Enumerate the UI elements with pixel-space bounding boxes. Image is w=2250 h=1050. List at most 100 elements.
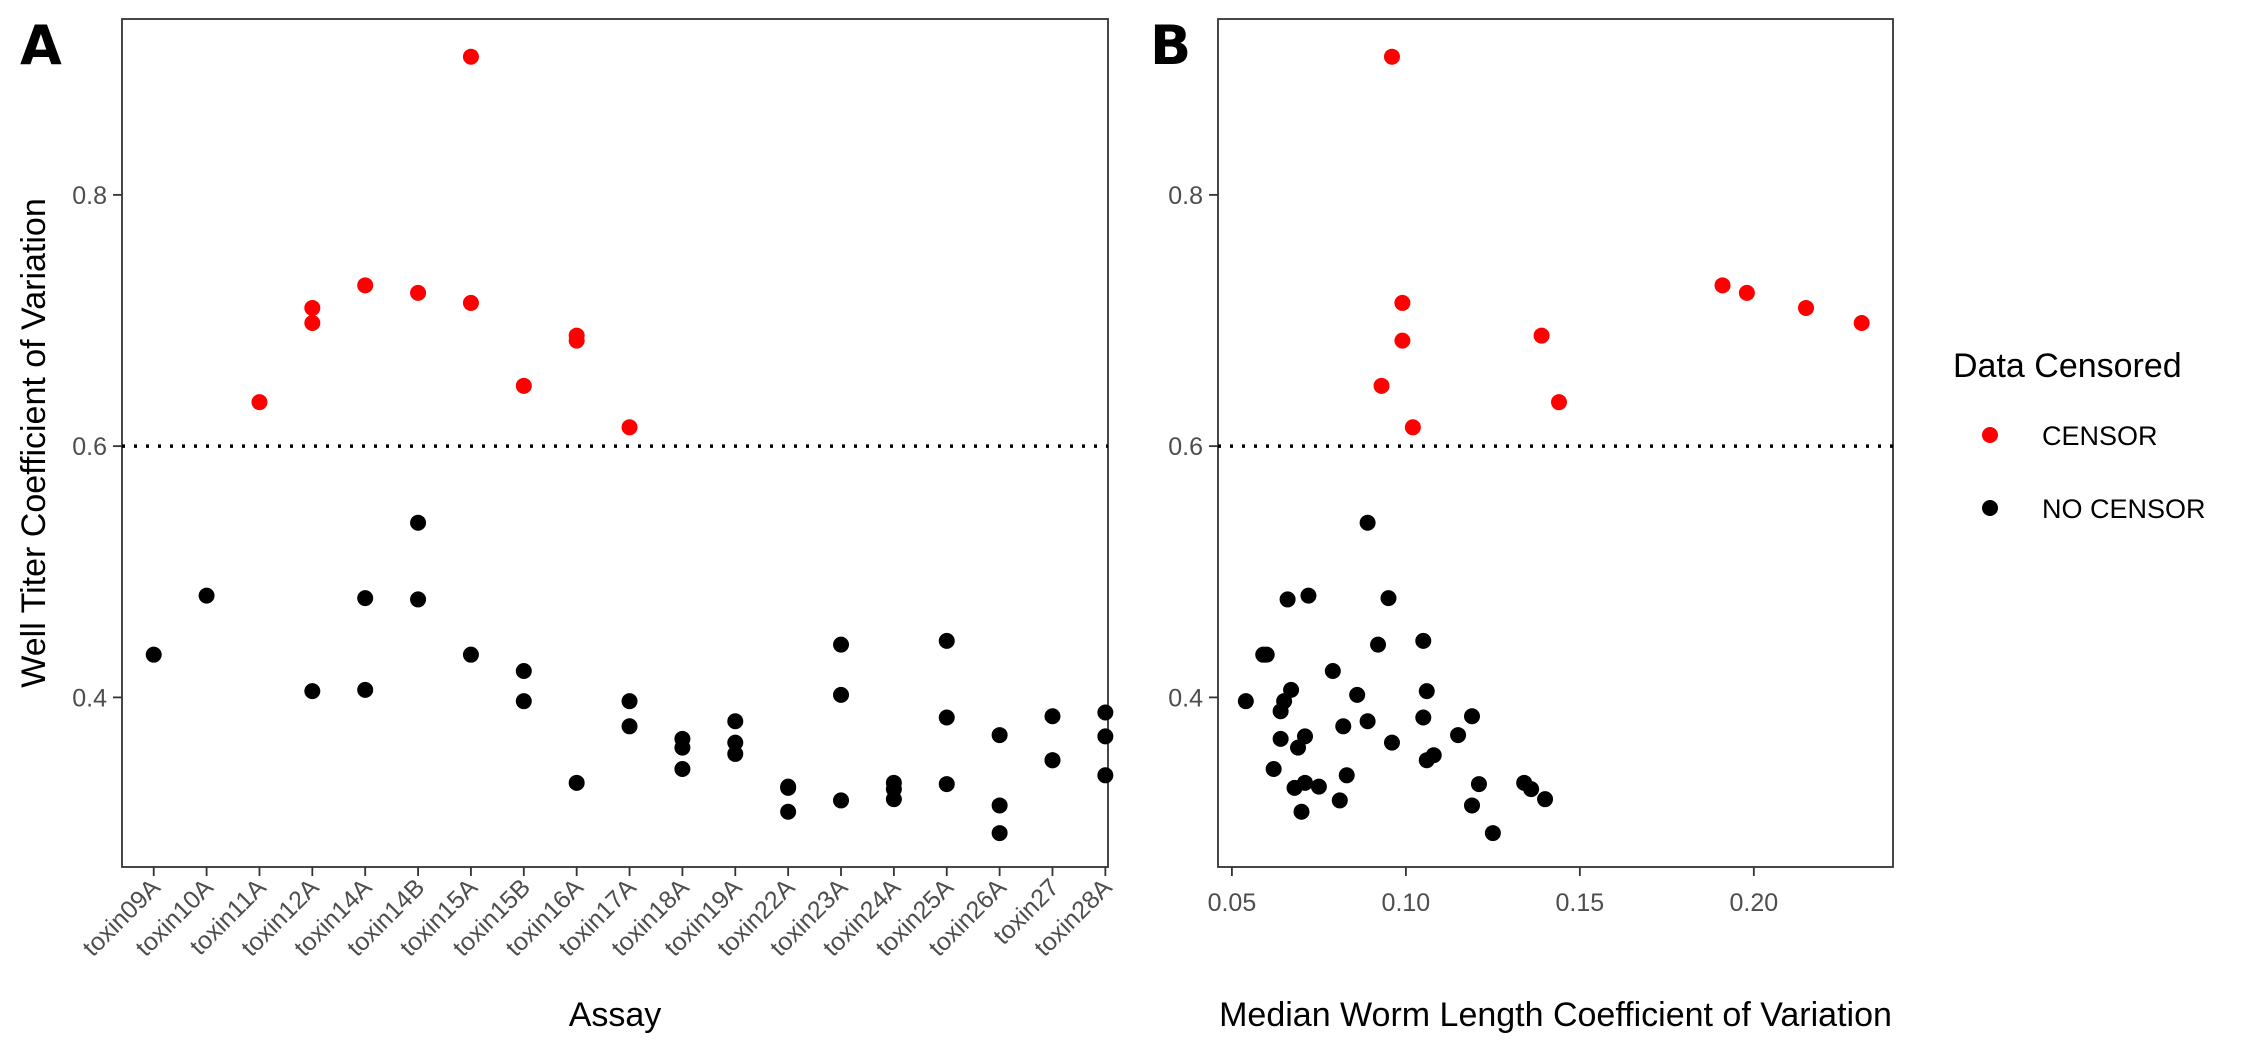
panel-b-x-tick-label: 0.20	[1729, 889, 1778, 917]
panel-a-point-censor	[621, 419, 638, 436]
panel-b-point-no-censor	[1265, 761, 1282, 778]
panel-b-point-censor	[1550, 394, 1567, 411]
panel-a-point-no-censor	[1097, 728, 1114, 745]
panel-b-point-no-censor	[1338, 767, 1355, 784]
legend-label-censor: CENSOR	[2042, 421, 2158, 451]
panel-a-point-no-censor	[515, 663, 532, 680]
panel-a-point-no-censor	[198, 587, 215, 604]
panel-a-point-no-censor	[833, 792, 850, 809]
panel-a-x-axis-title: Assay	[569, 996, 662, 1034]
panel-b-plot: 0.4 0.6 0.8 0.05 0.10 0.15 0.20 Median Worm Len…	[1168, 18, 1894, 1034]
panel-a-point-no-censor	[938, 709, 955, 726]
panel-a-point-no-censor	[1044, 752, 1061, 769]
panel-a-point-censor	[515, 377, 532, 394]
panel-a-point-no-censor	[833, 686, 850, 703]
legend: Data Censored CENSOR NO CENSOR	[1953, 347, 2206, 524]
panel-b-point-censor	[1394, 294, 1411, 311]
panel-b-point-censor	[1714, 277, 1731, 294]
legend-label-no-censor: NO CENSOR	[2042, 494, 2206, 524]
panel-a-y-tick-label: 0.8	[72, 182, 107, 210]
panel-b-point-no-censor	[1359, 514, 1376, 531]
panel-a-point-no-censor	[674, 739, 691, 756]
panel-b-point-no-censor	[1324, 663, 1341, 680]
panel-a-point-no-censor	[621, 718, 638, 735]
panel-a-point-censor	[251, 394, 268, 411]
panel-b-point-no-censor	[1272, 703, 1289, 720]
panel-a-point-no-censor	[727, 745, 744, 762]
panel-b-point-no-censor	[1463, 708, 1480, 725]
panel-a-point-censor	[568, 332, 585, 349]
panel-b-point-no-censor	[1484, 825, 1501, 842]
panel-b-point-no-censor	[1293, 803, 1310, 820]
panel-a-point-no-censor	[885, 791, 902, 808]
panel-a-point-no-censor	[780, 803, 797, 820]
panel-b-point-no-censor	[1237, 693, 1254, 710]
panel-b-point-censor	[1383, 48, 1400, 65]
panel-a-point-no-censor	[621, 693, 638, 710]
panel-b-point-no-censor	[1537, 791, 1554, 808]
panel-a-point-no-censor	[515, 693, 532, 710]
panel-b-point-censor	[1853, 315, 1870, 332]
panel-a-point-no-censor	[357, 590, 374, 607]
panel-a-point-no-censor	[780, 778, 797, 795]
legend-title: Data Censored	[1953, 347, 2182, 385]
panel-b-x-tick-label: 0.15	[1556, 889, 1605, 917]
panel-b-point-no-censor	[1450, 727, 1467, 744]
panel-a-y-axis-title: Well Titer Coefficient of Variation	[15, 198, 53, 687]
panel-b-point-no-censor	[1335, 718, 1352, 735]
panel-b-point-no-censor	[1463, 797, 1480, 814]
panel-a-point-no-censor	[885, 774, 902, 791]
panel-a-point-no-censor	[462, 646, 479, 663]
panel-a-point-censor	[357, 277, 374, 294]
panel-b-point-no-censor	[1258, 646, 1275, 663]
panel-b-point-no-censor	[1331, 792, 1348, 809]
panel-b-point-censor	[1394, 332, 1411, 349]
panel-a-point-no-censor	[938, 632, 955, 649]
panel-b-point-no-censor	[1383, 734, 1400, 751]
panel-a-point-no-censor	[674, 761, 691, 778]
panel-a-point-censor	[304, 315, 321, 332]
panel-b-point-no-censor	[1300, 587, 1317, 604]
panel-a-point-censor	[410, 284, 427, 301]
panel-b-point-no-censor	[1310, 778, 1327, 795]
panel-a-point-censor	[462, 294, 479, 311]
panel-a-point-no-censor	[991, 797, 1008, 814]
panel-a-y-tick-label: 0.6	[72, 433, 107, 461]
panel-a-point-no-censor	[357, 681, 374, 698]
panel-letter-b: B	[1150, 14, 1191, 77]
panel-a-point-no-censor	[1097, 767, 1114, 784]
panel-letter-a: A	[20, 14, 62, 77]
panel-a-point-no-censor	[1044, 708, 1061, 725]
panel-a-point-no-censor	[727, 713, 744, 730]
panel-a-point-no-censor	[410, 514, 427, 531]
panel-b-point-no-censor	[1415, 632, 1432, 649]
panel-b-point-no-censor	[1425, 747, 1442, 764]
panel-b-point-no-censor	[1279, 591, 1296, 608]
panel-b-y-tick-label: 0.8	[1168, 182, 1203, 210]
panel-a-y-tick-label: 0.4	[72, 684, 107, 712]
panel-b-point-no-censor	[1272, 730, 1289, 747]
panel-b-x-tick-label: 0.05	[1208, 889, 1257, 917]
panel-b-point-no-censor	[1380, 590, 1397, 607]
panel-b-point-censor	[1373, 377, 1390, 394]
panel-b-point-no-censor	[1296, 774, 1313, 791]
panel-a-point-no-censor	[145, 646, 162, 663]
panel-b-point-no-censor	[1470, 776, 1487, 793]
panel-b-y-tick-label: 0.6	[1168, 433, 1203, 461]
panel-a-frame	[121, 18, 1109, 868]
panel-b-point-no-censor	[1523, 781, 1540, 798]
panel-a-point-no-censor	[568, 774, 585, 791]
legend-marker-censor	[1982, 427, 1998, 443]
panel-a-point-censor	[304, 299, 321, 316]
panel-a-point-no-censor	[991, 825, 1008, 842]
panel-b-point-censor	[1798, 299, 1815, 316]
panel-a-point-no-censor	[304, 683, 321, 700]
panel-b-frame	[1217, 18, 1894, 868]
panel-b-y-tick-label: 0.4	[1168, 684, 1203, 712]
panel-a-point-censor	[462, 48, 479, 65]
panel-b-point-no-censor	[1290, 739, 1307, 756]
panel-a-point-no-censor	[727, 734, 744, 751]
panel-b-point-no-censor	[1415, 709, 1432, 726]
panel-b-point-no-censor	[1418, 683, 1435, 700]
